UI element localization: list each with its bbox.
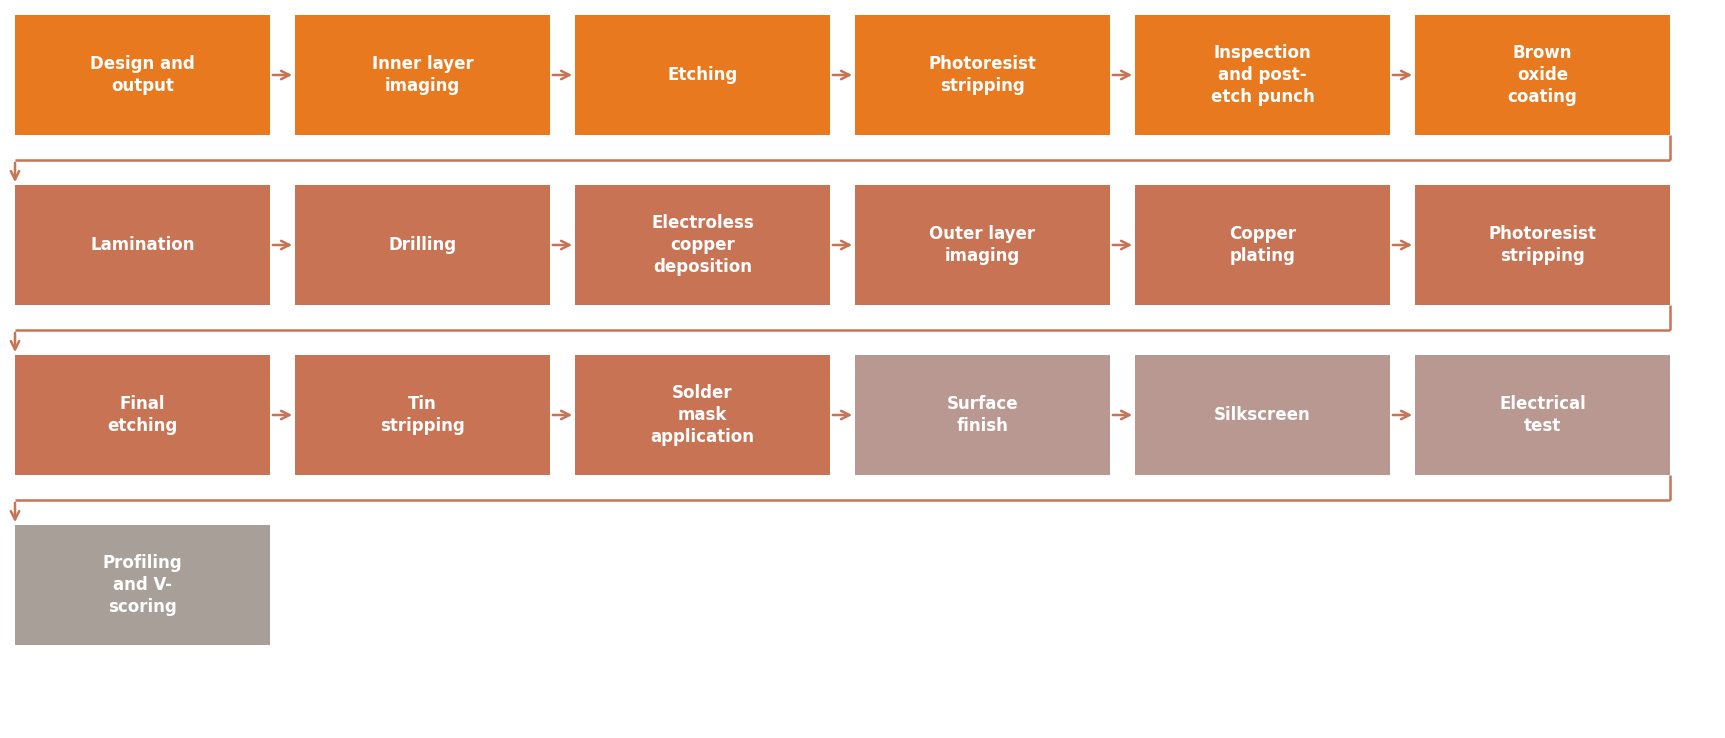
Text: Surface
finish: Surface finish [947, 395, 1018, 435]
Text: Profiling
and V-
scoring: Profiling and V- scoring [104, 554, 183, 616]
FancyBboxPatch shape [574, 355, 830, 475]
Text: Solder
mask
application: Solder mask application [650, 384, 754, 446]
Text: Lamination: Lamination [90, 236, 195, 254]
FancyBboxPatch shape [574, 15, 830, 135]
FancyBboxPatch shape [295, 355, 550, 475]
Text: Final
etching: Final etching [107, 395, 178, 435]
Text: Photoresist
stripping: Photoresist stripping [928, 55, 1037, 95]
FancyBboxPatch shape [16, 15, 271, 135]
FancyBboxPatch shape [16, 185, 271, 305]
Text: Brown
oxide
coating: Brown oxide coating [1508, 44, 1577, 106]
FancyBboxPatch shape [1414, 15, 1670, 135]
FancyBboxPatch shape [295, 15, 550, 135]
Text: Inner layer
imaging: Inner layer imaging [371, 55, 473, 95]
Text: Design and
output: Design and output [90, 55, 195, 95]
FancyBboxPatch shape [16, 355, 271, 475]
Text: Drilling: Drilling [388, 236, 457, 254]
Text: Tin
stripping: Tin stripping [380, 395, 464, 435]
FancyBboxPatch shape [1135, 15, 1390, 135]
Text: Etching: Etching [668, 66, 738, 84]
Text: Inspection
and post-
etch punch: Inspection and post- etch punch [1211, 44, 1314, 106]
Text: Electroless
copper
deposition: Electroless copper deposition [650, 214, 754, 276]
Text: Electrical
test: Electrical test [1499, 395, 1585, 435]
FancyBboxPatch shape [1414, 185, 1670, 305]
FancyBboxPatch shape [1135, 355, 1390, 475]
FancyBboxPatch shape [1414, 355, 1670, 475]
FancyBboxPatch shape [574, 185, 830, 305]
FancyBboxPatch shape [295, 185, 550, 305]
FancyBboxPatch shape [856, 15, 1109, 135]
Text: Photoresist
stripping: Photoresist stripping [1489, 225, 1596, 265]
FancyBboxPatch shape [856, 355, 1109, 475]
FancyBboxPatch shape [1135, 185, 1390, 305]
FancyBboxPatch shape [16, 525, 271, 645]
Text: Copper
plating: Copper plating [1228, 225, 1295, 265]
Text: Silkscreen: Silkscreen [1214, 406, 1311, 424]
FancyBboxPatch shape [856, 185, 1109, 305]
Text: Outer layer
imaging: Outer layer imaging [930, 225, 1035, 265]
